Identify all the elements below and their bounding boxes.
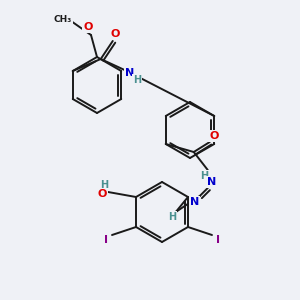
Text: H: H — [200, 171, 208, 181]
Text: N: N — [125, 68, 134, 78]
Text: O: O — [83, 22, 93, 32]
Text: O: O — [209, 131, 218, 141]
Text: I: I — [216, 235, 220, 245]
Text: O: O — [110, 29, 119, 39]
Text: N: N — [190, 197, 200, 207]
Text: O: O — [97, 189, 107, 199]
Text: I: I — [104, 235, 108, 245]
Text: H: H — [168, 212, 176, 222]
Text: H: H — [100, 180, 108, 190]
Text: CH₃: CH₃ — [54, 14, 72, 23]
Text: H: H — [133, 75, 141, 85]
Text: N: N — [207, 177, 216, 187]
